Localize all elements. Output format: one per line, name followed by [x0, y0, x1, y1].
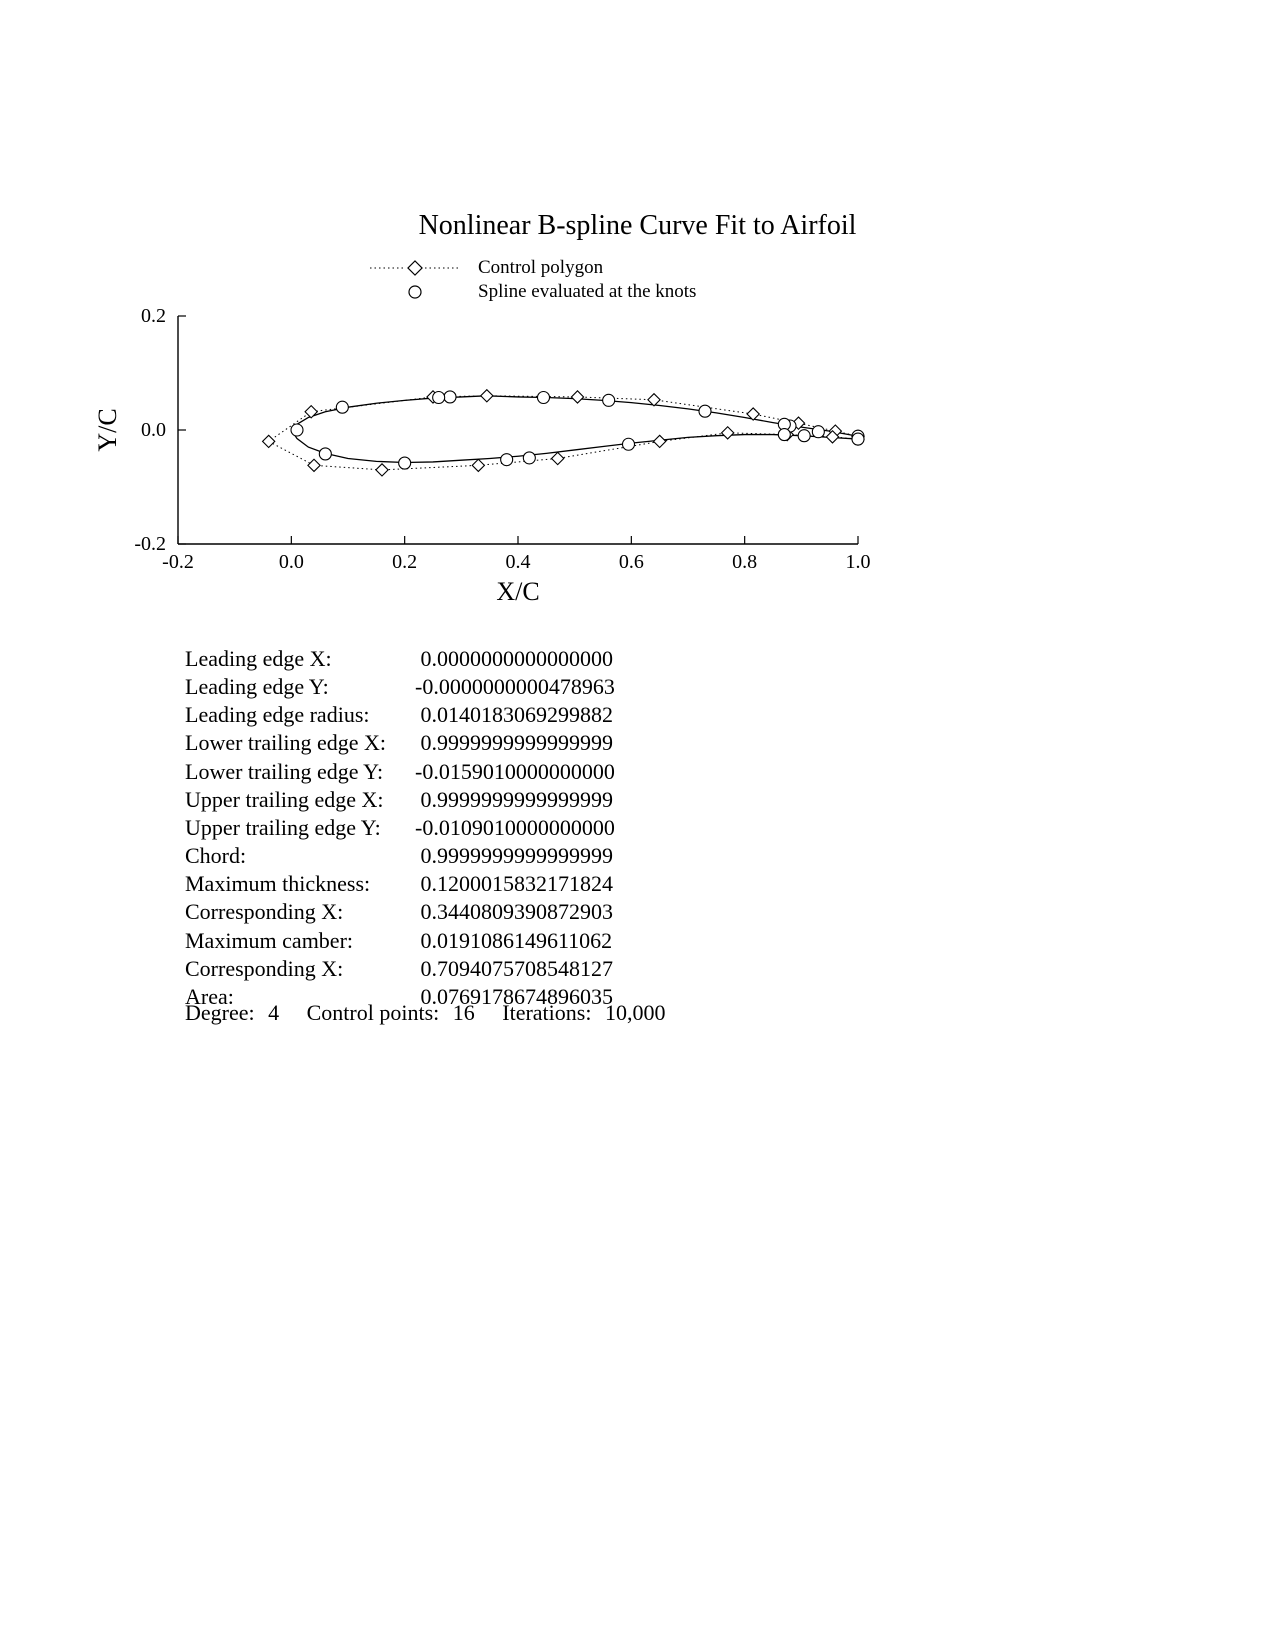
- param-row: Chord: 0.9999999999999999: [185, 842, 675, 870]
- param-row: Leading edge X: 0.0000000000000000: [185, 645, 675, 673]
- param-label: Upper trailing edge X:: [185, 786, 415, 814]
- param-label: Leading edge radius:: [185, 701, 415, 729]
- control-point-diamond: [571, 391, 583, 403]
- spline-curve: [291, 396, 858, 463]
- footer-stats: Degree: 4 Control points: 16 Iterations:…: [185, 1000, 687, 1026]
- page: Nonlinear B-spline Curve Fit to Airfoil …: [0, 0, 1275, 1651]
- iterations-label: Iterations:: [502, 1000, 591, 1025]
- control-point-diamond: [654, 435, 666, 447]
- param-row: Upper trailing edge X: 0.999999999999999…: [185, 786, 675, 814]
- knot-circle: [433, 392, 445, 404]
- control-points-value: 16: [453, 1000, 475, 1025]
- knot-circle: [523, 452, 535, 464]
- x-tick-label: 0.2: [392, 551, 417, 573]
- param-value: -0.0000000000478963: [415, 673, 675, 701]
- param-row: Lower trailing edge Y:-0.015901000000000…: [185, 758, 675, 786]
- x-tick-label: 0.8: [732, 551, 757, 573]
- knot-circle: [291, 424, 303, 436]
- param-row: Maximum thickness: 0.1200015832171824: [185, 870, 675, 898]
- knot-circle: [852, 433, 864, 445]
- param-label: Leading edge Y:: [185, 673, 415, 701]
- knot-circle: [699, 405, 711, 417]
- control-points-label: Control points:: [307, 1000, 440, 1025]
- param-value: 0.9999999999999999: [415, 786, 675, 814]
- iterations-value: 10,000: [605, 1000, 666, 1025]
- knot-circle: [399, 457, 411, 469]
- control-point-diamond: [376, 464, 388, 476]
- param-value: 0.1200015832171824: [415, 870, 675, 898]
- control-point-diamond: [305, 406, 317, 418]
- control-point-diamond: [308, 459, 320, 471]
- knot-circle: [501, 454, 513, 466]
- param-row: Upper trailing edge Y:-0.010901000000000…: [185, 814, 675, 842]
- x-tick-label: 0.4: [506, 551, 531, 573]
- param-label: Lower trailing edge Y:: [185, 758, 415, 786]
- param-value: 0.0191086149611062: [415, 927, 675, 955]
- knot-circle: [798, 430, 810, 442]
- param-label: Leading edge X:: [185, 645, 415, 673]
- param-row: Corresponding X: 0.7094075708548127: [185, 955, 675, 983]
- y-tick-label: -0.2: [134, 533, 166, 555]
- y-tick-label: 0.0: [141, 419, 166, 441]
- control-point-diamond: [722, 427, 734, 439]
- knot-circle: [319, 448, 331, 460]
- param-row: Lower trailing edge X: 0.999999999999999…: [185, 729, 675, 757]
- knot-circle: [778, 429, 790, 441]
- param-label: Corresponding X:: [185, 955, 415, 983]
- param-value: -0.0109010000000000: [415, 814, 675, 842]
- airfoil-chart: -0.2 0.0 0.2 0.4 0.6 0.8 1.0 -0.2 0.0 0.2 X/C Y/C: [0, 0, 1275, 650]
- param-label: Maximum thickness:: [185, 870, 415, 898]
- control-point-diamond: [472, 459, 484, 471]
- x-tick-label: 0.6: [619, 551, 644, 573]
- param-value: 0.0140183069299882: [415, 701, 675, 729]
- degree-value: 4: [268, 1000, 279, 1025]
- param-row: Leading edge Y:-0.0000000000478963: [185, 673, 675, 701]
- knot-circle: [538, 392, 550, 404]
- param-value: 0.3440809390872903: [415, 898, 675, 926]
- y-tick-label: 0.2: [141, 305, 166, 327]
- knot-circle: [444, 391, 456, 403]
- knot-circle: [623, 438, 635, 450]
- param-label: Corresponding X:: [185, 898, 415, 926]
- degree-label: Degree:: [185, 1000, 255, 1025]
- param-value: 0.0000000000000000: [415, 645, 675, 673]
- knot-circle: [812, 426, 824, 438]
- y-axis-label: Y/C: [93, 408, 122, 451]
- knot-circle: [336, 401, 348, 413]
- x-tick-label: 0.0: [279, 551, 304, 573]
- param-value: 0.7094075708548127: [415, 955, 675, 983]
- param-value: -0.0159010000000000: [415, 758, 675, 786]
- x-tick-label: 1.0: [846, 551, 871, 573]
- control-point-diamond: [552, 452, 564, 464]
- control-point-diamond: [263, 435, 275, 447]
- param-value: 0.9999999999999999: [415, 729, 675, 757]
- param-row: Corresponding X: 0.3440809390872903: [185, 898, 675, 926]
- param-value: 0.9999999999999999: [415, 842, 675, 870]
- param-row: Maximum camber: 0.0191086149611062: [185, 927, 675, 955]
- parameter-table: Leading edge X: 0.0000000000000000Leadin…: [185, 645, 675, 1011]
- param-row: Leading edge radius: 0.0140183069299882: [185, 701, 675, 729]
- knot-circle: [603, 394, 615, 406]
- param-label: Upper trailing edge Y:: [185, 814, 415, 842]
- param-label: Lower trailing edge X:: [185, 729, 415, 757]
- param-label: Maximum camber:: [185, 927, 415, 955]
- param-label: Chord:: [185, 842, 415, 870]
- control-point-diamond: [481, 390, 493, 402]
- x-tick-label: -0.2: [162, 551, 194, 573]
- x-axis-label: X/C: [496, 577, 539, 606]
